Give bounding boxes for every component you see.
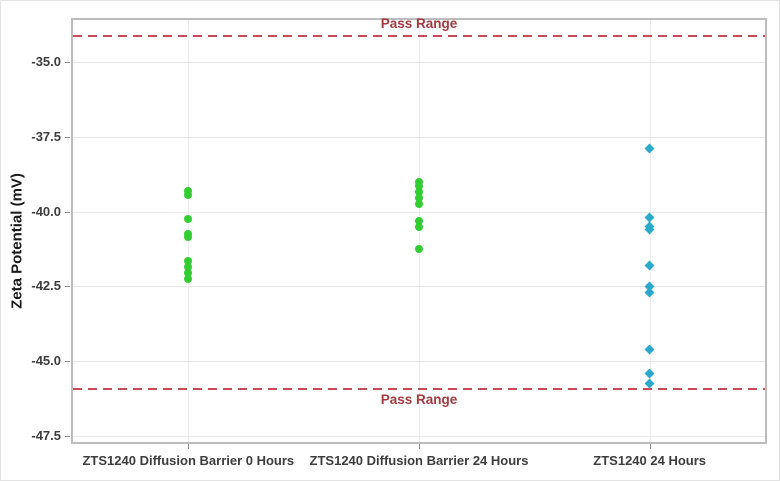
data-point xyxy=(184,262,193,271)
y-tick-label: -37.5 xyxy=(31,128,61,144)
pass-range-label: Pass Range xyxy=(380,392,458,408)
data-point xyxy=(184,256,193,265)
y-tick-label: -40.0 xyxy=(31,203,61,219)
y-tick-mark xyxy=(65,136,70,138)
y-tick-mark xyxy=(65,286,70,288)
data-point xyxy=(644,287,655,298)
y-tick-label: -35.0 xyxy=(31,53,61,69)
y-tick-mark xyxy=(65,211,70,213)
data-point xyxy=(184,274,193,283)
data-point xyxy=(644,260,655,271)
y-tick-label: -45.0 xyxy=(31,353,61,369)
y-tick-mark xyxy=(65,61,70,63)
data-point xyxy=(184,186,193,195)
y-tick-label: -42.5 xyxy=(31,278,61,294)
data-point xyxy=(644,344,655,355)
y-tick-mark xyxy=(65,361,70,363)
x-tick-mark xyxy=(419,444,420,449)
x-tick-label: ZTS1240 24 Hours xyxy=(593,453,707,468)
data-point xyxy=(415,194,423,203)
data-point xyxy=(184,233,193,241)
data-point xyxy=(184,215,193,223)
data-point xyxy=(184,191,193,200)
data-point xyxy=(415,200,423,209)
x-tick-label: ZTS1240 Diffusion Barrier 0 Hours xyxy=(82,453,295,468)
data-point xyxy=(644,143,655,154)
pass-range-line xyxy=(73,388,765,391)
x-gridline xyxy=(419,20,420,442)
y-tick-label: -47.5 xyxy=(31,428,61,443)
data-point xyxy=(644,368,655,379)
data-point xyxy=(415,245,423,253)
data-point xyxy=(415,177,423,186)
data-point xyxy=(184,268,193,277)
data-point xyxy=(415,182,423,191)
pass-range-line xyxy=(73,35,765,37)
x-tick-mark xyxy=(649,444,651,449)
x-tick-label: ZTS1240 Diffusion Barrier 24 Hours xyxy=(309,453,529,468)
plot-area: Pass Range Pass Range xyxy=(71,15,767,444)
data-point xyxy=(415,188,423,197)
pass-range-label: Pass Range xyxy=(380,15,458,31)
data-point xyxy=(644,378,655,389)
x-tick-mark xyxy=(188,444,190,449)
data-point xyxy=(415,222,423,231)
y-tick-mark xyxy=(65,436,70,437)
data-point xyxy=(415,216,423,225)
